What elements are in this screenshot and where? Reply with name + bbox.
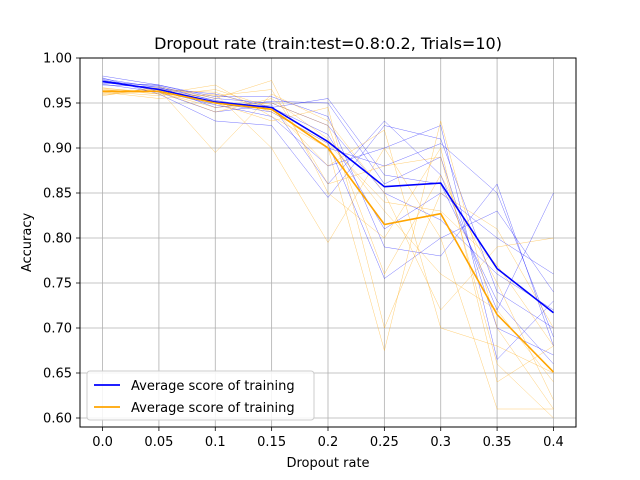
x-tick-label: 0.15 (257, 435, 286, 450)
series-line-orange (102, 90, 555, 373)
trial-line (102, 80, 554, 383)
y-tick-label: 1.00 (43, 52, 72, 67)
x-tick-label: 0.05 (144, 435, 173, 450)
x-axis-label: Dropout rate (286, 456, 369, 471)
legend: Average score of training Average score … (86, 370, 315, 421)
x-tick-label: 0.25 (370, 435, 399, 450)
legend-label-orange: Average score of training (131, 401, 295, 416)
trial-line (102, 82, 554, 275)
trial-line (102, 82, 554, 347)
y-tick-label: 0.95 (43, 97, 72, 112)
trial-line (102, 91, 554, 410)
y-tick-label: 0.65 (43, 367, 72, 382)
x-tick-label: 0.35 (483, 435, 512, 450)
x-tick-label: 0.2 (318, 435, 339, 450)
y-tick-label: 0.75 (43, 277, 72, 292)
y-axis-label: Accuracy (20, 213, 35, 273)
legend-label-blue: Average score of training (131, 379, 295, 394)
chart-title: Dropout rate (train:test=0.8:0.2, Trials… (154, 34, 502, 53)
trial-line (102, 90, 554, 347)
x-tick-label: 0.4 (543, 435, 564, 450)
trial-lines (102, 75, 554, 419)
y-tick-label: 0.80 (43, 232, 72, 247)
y-tick-label: 0.70 (43, 322, 72, 337)
series-lines (102, 80, 555, 373)
x-tick-label: 0.3 (430, 435, 451, 450)
x-tick-label: 0.1 (205, 435, 226, 450)
legend-box (86, 370, 315, 421)
y-tick-label: 0.60 (43, 412, 72, 427)
y-axis-ticks: 0.60 0.65 0.70 0.75 0.80 0.85 0.90 0.95 1.00 (43, 52, 80, 427)
y-tick-label: 0.85 (43, 187, 72, 202)
y-tick-label: 0.90 (43, 142, 72, 157)
x-tick-label: 0.0 (92, 435, 113, 450)
trial-line (102, 89, 554, 311)
x-axis-ticks: 0.0 0.05 0.1 0.15 0.2 0.25 0.3 0.35 0.4 (92, 427, 564, 450)
trial-line (102, 90, 554, 383)
series-line-blue (102, 80, 554, 314)
